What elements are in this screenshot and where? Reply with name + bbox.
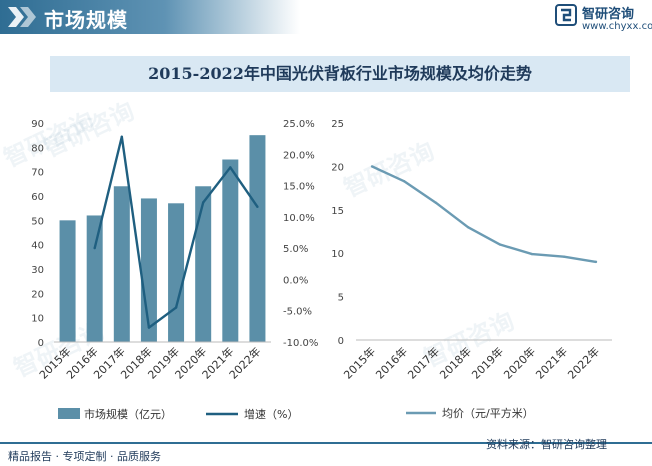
price-point: [594, 260, 598, 264]
section-title: 市场规模: [44, 8, 128, 32]
bar: [249, 135, 266, 342]
brand-url[interactable]: www.chyxx.com: [582, 21, 652, 32]
price-y-tick-label: 10: [331, 249, 344, 260]
price-point: [562, 255, 566, 258]
price-x-tick-label: 2021年: [533, 344, 570, 381]
legend-bar-swatch: [58, 408, 80, 419]
price-y-tick-label: 15: [331, 206, 344, 217]
brand-logo-icon: [555, 4, 577, 26]
left-y-tick-label: 20: [31, 289, 44, 300]
right-y-tick-label: 10.0%: [283, 213, 315, 224]
double-chevron-icon: [8, 7, 36, 27]
footer-divider: [0, 442, 652, 444]
growth-point: [201, 201, 205, 204]
section-title-bar: [0, 0, 300, 34]
left-y-tick-label: 60: [31, 192, 44, 203]
legend-price-label: 均价（元/平方米）: [442, 406, 534, 420]
left-y-tick-label: 70: [31, 168, 44, 179]
legend-growth-label: 增速（%）: [244, 407, 298, 421]
left-y-tick-label: 90: [31, 119, 44, 130]
price-y-tick-label: 20: [331, 162, 344, 173]
right-y-tick-label: 25.0%: [283, 119, 315, 130]
bar: [195, 186, 212, 342]
price-y-tick-label: 25: [331, 119, 344, 130]
price-point: [434, 201, 438, 205]
growth-point: [120, 135, 124, 138]
price-x-tick-label: 2020年: [501, 344, 538, 381]
chart-title: 2015-2022年中国光伏背板行业市场规模及均价走势: [148, 64, 532, 83]
price-point: [466, 225, 470, 229]
left-y-tick-label: 10: [31, 314, 44, 325]
price-point: [498, 243, 502, 246]
source-note: 资料来源：智研咨询整理: [486, 438, 607, 451]
bar: [113, 186, 130, 342]
price-line: [371, 165, 597, 264]
right-y-tick-label: 5.0%: [283, 244, 308, 255]
bar: [59, 220, 76, 342]
price-point: [530, 252, 534, 256]
bar: [222, 159, 239, 342]
footer-tagline: 精品报告 · 专项定制 · 品质服务: [8, 450, 161, 463]
right-y-tick-label: -5.0%: [283, 307, 312, 318]
legend-bar-label: 市场规模（亿元）: [84, 407, 172, 421]
chart-title-box: 2015-2022年中国光伏背板行业市场规模及均价走势: [50, 56, 630, 92]
price-point: [370, 165, 374, 168]
price-x-tick-label: 2019年: [469, 344, 506, 381]
left-y-tick-label: 30: [31, 265, 44, 276]
price-x-tick-label: 2018年: [437, 344, 474, 381]
price-y-tick-label: 5: [338, 293, 344, 304]
right-y-tick-label: 20.0%: [283, 150, 315, 161]
left-y-tick-label: 0: [38, 338, 44, 349]
price-x-tick-label: 2016年: [373, 344, 410, 381]
left-y-tick-label: 80: [31, 143, 44, 154]
charts-svg: 0102030405060708090-10.0%-5.0%0.0%5.0%10…: [31, 119, 612, 421]
price-x-tick-label: 2017年: [405, 344, 442, 381]
growth-point: [147, 326, 151, 329]
left-y-tick-label: 40: [31, 241, 44, 252]
right-y-tick-label: 15.0%: [283, 182, 315, 193]
growth-point: [93, 246, 96, 250]
bar: [168, 203, 185, 342]
growth-point: [229, 166, 232, 169]
price-point: [402, 179, 406, 183]
growth-point: [174, 306, 178, 309]
right-y-tick-label: 0.0%: [283, 275, 308, 286]
growth-point: [256, 205, 259, 209]
right-y-tick-label: -10.0%: [283, 338, 318, 349]
price-x-tick-label: 2015年: [341, 344, 378, 381]
left-y-tick-label: 50: [31, 216, 44, 227]
price-y-tick-label: 0: [338, 336, 344, 347]
bar: [86, 215, 103, 342]
price-x-tick-label: 2022年: [565, 344, 602, 381]
brand-name[interactable]: 智研咨询: [582, 7, 635, 22]
page-header: 市场规模 智研咨询 www.chyxx.com: [0, 0, 652, 38]
